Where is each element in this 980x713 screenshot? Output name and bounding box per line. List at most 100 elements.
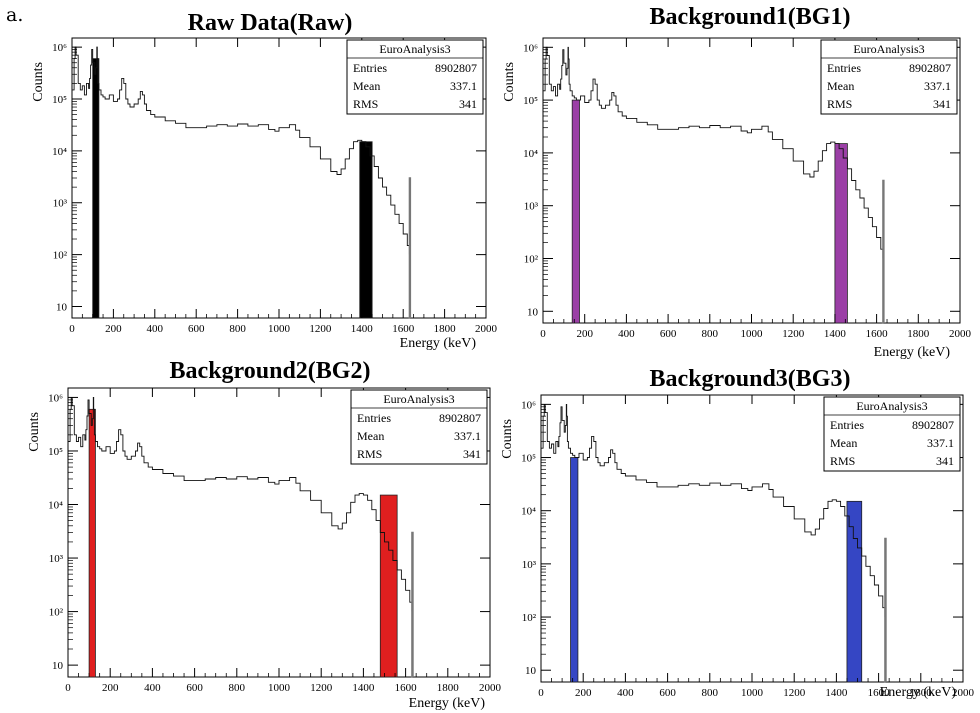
- spectrum-line: [543, 46, 884, 259]
- x-tick-label: 600: [188, 323, 205, 335]
- peak-line: [883, 537, 887, 683]
- stats-box-frame: [823, 396, 961, 472]
- stats-box-frame: [346, 39, 484, 115]
- y-tick-label: 10: [527, 306, 539, 318]
- stats-box-title: EuroAnalysis3: [856, 399, 927, 413]
- stats-label: Entries: [353, 61, 387, 75]
- y-tick-label: 10⁵: [48, 446, 63, 458]
- x-tick-label: 1200: [783, 687, 806, 699]
- stats-value: 341: [936, 454, 954, 468]
- highlight-band: [846, 500, 863, 683]
- x-axis-label: Energy (keV): [400, 336, 477, 351]
- highlight-band: [379, 494, 398, 678]
- x-tick-label: 400: [144, 682, 161, 694]
- y-tick-label: 10³: [522, 559, 537, 571]
- x-tick-label: 1000: [741, 687, 764, 699]
- stats-label: RMS: [357, 447, 382, 461]
- stats-box-title: EuroAnalysis3: [383, 392, 454, 406]
- highlight-band: [359, 141, 373, 319]
- x-tick-label: 200: [576, 328, 593, 340]
- chart-title: Background1(BG1): [650, 4, 851, 30]
- y-tick-label: 10: [525, 665, 537, 677]
- stats-value: 8902807: [435, 61, 477, 75]
- stats-label: Entries: [830, 418, 864, 432]
- stats-label: RMS: [830, 454, 855, 468]
- x-tick-label: 400: [618, 328, 635, 340]
- x-tick-label: 600: [660, 328, 677, 340]
- y-tick-label: 10⁶: [523, 42, 538, 54]
- panel-bg2: Background2(BG2) 0 200 400 600 800 1000 1200 140…: [27, 358, 502, 711]
- x-axis-label: Energy (keV): [880, 685, 957, 700]
- peak-line: [881, 179, 885, 324]
- stats-box-frame: [820, 39, 958, 115]
- x-tick-label: 2000: [475, 323, 498, 335]
- spectrum-line: [72, 46, 410, 255]
- x-tick-label: 1200: [782, 328, 805, 340]
- x-tick-label: 1800: [910, 687, 933, 699]
- y-tick-label: 10⁴: [52, 146, 67, 158]
- stats-label: Mean: [357, 429, 384, 443]
- x-tick-label: 1400: [825, 687, 848, 699]
- y-tick-label: 10⁴: [48, 500, 63, 512]
- y-tick-label: 10⁴: [523, 148, 538, 160]
- chart-title: Raw Data(Raw): [188, 10, 353, 36]
- y-tick-label: 10²: [49, 607, 64, 619]
- stats-label: Mean: [830, 436, 857, 450]
- chart-title: Background3(BG3): [650, 366, 851, 392]
- x-tick-label: 400: [617, 687, 634, 699]
- x-tick-label: 0: [540, 328, 546, 340]
- y-axis-label: Counts: [502, 62, 517, 102]
- y-tick-label: 10²: [522, 612, 537, 624]
- x-tick-label: 400: [147, 323, 164, 335]
- stats-label: Entries: [827, 61, 861, 75]
- panel-bg1: Background1(BG1) 0 200 400 600 800 1000 1200 140…: [502, 4, 972, 360]
- x-tick-label: 1400: [352, 682, 375, 694]
- x-tick-label: 800: [702, 687, 719, 699]
- stats-box-frame: [350, 389, 488, 465]
- x-axis-label: Energy (keV): [409, 696, 486, 711]
- panel-bg3: Background3(BG3) 0 200 400 600 800 1000 1200 140…: [500, 366, 975, 700]
- x-tick-label: 1400: [824, 328, 847, 340]
- x-tick-label: 800: [702, 328, 719, 340]
- stats-value: 341: [459, 97, 477, 111]
- x-tick-label: 1000: [741, 328, 764, 340]
- y-tick-label: 10: [52, 660, 64, 672]
- x-axis-label: Energy (keV): [874, 345, 951, 360]
- x-tick-label: 1200: [309, 323, 332, 335]
- y-tick-label: 10²: [53, 250, 68, 262]
- stats-value: 341: [463, 447, 481, 461]
- x-tick-label: 1600: [395, 682, 418, 694]
- highlight-band: [88, 408, 96, 678]
- stats-value: 337.1: [924, 79, 951, 93]
- stats-value: 8902807: [909, 61, 951, 75]
- spectrum-line: [541, 403, 886, 617]
- x-tick-label: 1600: [868, 687, 891, 699]
- y-tick-label: 10²: [524, 253, 539, 265]
- x-tick-label: 1800: [437, 682, 460, 694]
- stats-value: 337.1: [454, 429, 481, 443]
- x-tick-label: 1600: [866, 328, 889, 340]
- peak-line: [410, 531, 414, 678]
- peak-line: [408, 177, 412, 319]
- y-tick-label: 10³: [524, 201, 539, 213]
- chart-title: Background2(BG2): [170, 358, 371, 384]
- stats-label: Mean: [353, 79, 380, 93]
- x-tick-label: 2000: [952, 687, 975, 699]
- x-tick-label: 600: [186, 682, 203, 694]
- x-tick-label: 0: [65, 682, 71, 694]
- y-axis-label: Counts: [500, 419, 515, 459]
- stats-box: EuroAnalysis3 Entries 8902807 Mean 337.1 RMS 3…: [350, 389, 488, 465]
- x-tick-label: 1000: [268, 323, 291, 335]
- y-tick-label: 10: [56, 301, 68, 313]
- stats-box-title: EuroAnalysis3: [853, 42, 924, 56]
- highlight-band: [570, 457, 579, 683]
- x-tick-label: 800: [229, 323, 246, 335]
- y-tick-label: 10⁵: [521, 453, 536, 465]
- highlight-band: [834, 143, 848, 324]
- x-tick-label: 1200: [310, 682, 333, 694]
- stats-value: 337.1: [450, 79, 477, 93]
- figure-label: a.: [6, 4, 24, 26]
- x-tick-label: 1400: [351, 323, 374, 335]
- x-tick-label: 800: [229, 682, 246, 694]
- stats-label: RMS: [353, 97, 378, 111]
